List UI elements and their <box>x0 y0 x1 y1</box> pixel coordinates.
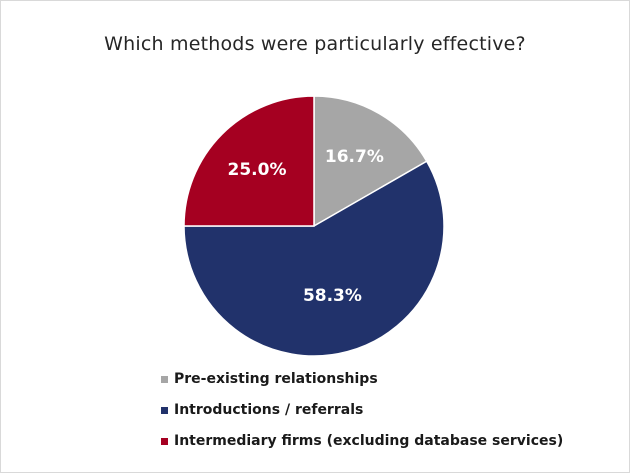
slice-label-3: 25.0% <box>228 160 287 180</box>
chart-title: Which methods were particularly effectiv… <box>104 33 526 55</box>
legend-swatch-1 <box>161 375 168 383</box>
legend-item-1: Pre-existing relationships <box>161 369 563 389</box>
legend-swatch-3 <box>161 437 168 445</box>
slice-label-2: 58.3% <box>303 286 362 306</box>
legend-label-1: Pre-existing relationships <box>174 371 378 387</box>
slice-label-1: 16.7% <box>325 147 384 167</box>
legend-item-3: Intermediary firms (excluding database s… <box>161 431 563 451</box>
legend-label-3: Intermediary firms (excluding database s… <box>174 433 564 449</box>
legend-item-2: Introductions / referrals <box>161 400 563 420</box>
pie-slice-2 <box>183 160 445 357</box>
pie-slice-1 <box>313 95 428 228</box>
legend-label-2: Introductions / referrals <box>174 402 364 418</box>
pie-slice-3 <box>183 95 315 227</box>
chart-legend: Pre-existing relationships Introductions … <box>161 369 563 462</box>
legend-swatch-2 <box>161 406 168 414</box>
